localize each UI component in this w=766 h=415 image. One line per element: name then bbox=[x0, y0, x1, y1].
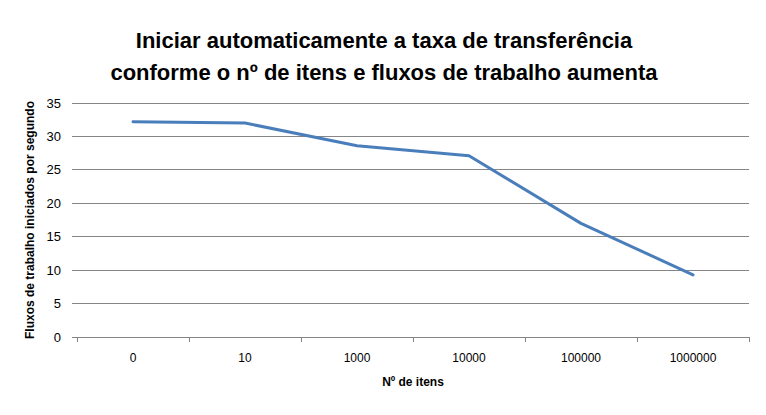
grid-line bbox=[77, 136, 749, 137]
y-tick-label: 35 bbox=[47, 96, 61, 111]
x-band-tick bbox=[637, 337, 638, 342]
grid-line bbox=[77, 169, 749, 170]
grid-line bbox=[77, 236, 749, 237]
y-tick bbox=[72, 270, 77, 271]
y-tick bbox=[72, 136, 77, 137]
y-tick bbox=[72, 303, 77, 304]
x-band-tick bbox=[77, 337, 78, 342]
x-tick-label: 100000 bbox=[561, 351, 601, 365]
x-band-tick bbox=[413, 337, 414, 342]
grid-line bbox=[77, 303, 749, 304]
y-axis-label: Fluxos de trabalho iniciados por segundo bbox=[23, 101, 37, 339]
chart-container: 0 5 10 15 20 25 30 35 0 10 1000 10000 100000 1000000 I… bbox=[0, 0, 766, 415]
grid-line bbox=[77, 203, 749, 204]
y-tick bbox=[72, 169, 77, 170]
x-tick-label: 10000 bbox=[452, 351, 486, 365]
y-tick-label: 15 bbox=[47, 229, 61, 244]
y-tick-label: 20 bbox=[47, 196, 61, 211]
y-tick-label: 0 bbox=[54, 330, 61, 345]
x-tick-label: 1000 bbox=[344, 351, 371, 365]
x-band-tick bbox=[189, 337, 190, 342]
y-tick-label: 5 bbox=[54, 296, 61, 311]
y-tick-label: 30 bbox=[47, 129, 61, 144]
title-line: Iniciar automaticamente a taxa de transf… bbox=[136, 28, 633, 53]
x-tick-label: 1000000 bbox=[670, 351, 717, 365]
y-tick-label: 10 bbox=[47, 263, 61, 278]
y-tick-label: 25 bbox=[47, 162, 61, 177]
y-tick bbox=[72, 337, 77, 338]
background bbox=[0, 0, 766, 415]
chart-svg: 0 5 10 15 20 25 30 35 0 10 1000 10000 100000 1000000 I… bbox=[0, 0, 766, 415]
y-tick bbox=[72, 203, 77, 204]
grid-line bbox=[77, 103, 749, 104]
chart-title: Iniciar automaticamente a taxa de transf… bbox=[110, 28, 658, 85]
x-band-tick bbox=[525, 337, 526, 342]
y-tick bbox=[72, 103, 77, 104]
title-line: conforme o nº de itens e fluxos de traba… bbox=[110, 60, 658, 85]
x-axis-label: Nº de itens bbox=[382, 375, 444, 389]
grid-line bbox=[77, 270, 749, 271]
x-band-tick bbox=[749, 337, 750, 342]
x-tick-label: 10 bbox=[238, 351, 252, 365]
x-tick-label: 0 bbox=[130, 351, 137, 365]
plot-area bbox=[133, 122, 693, 275]
data-line bbox=[133, 122, 693, 275]
y-tick bbox=[72, 236, 77, 237]
x-band-tick bbox=[301, 337, 302, 342]
